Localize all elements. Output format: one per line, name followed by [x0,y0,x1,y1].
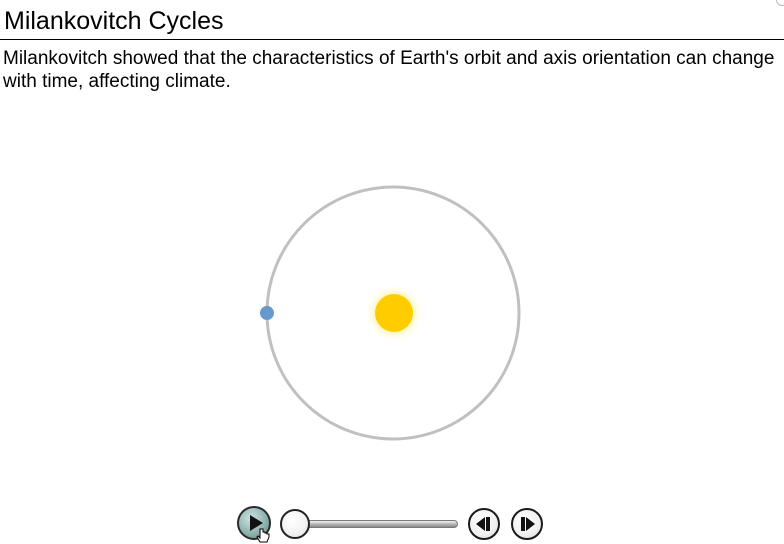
step-back-icon [476,517,490,531]
description-text: Milankovitch showed that the characteris… [3,48,775,92]
earth [260,306,274,320]
page-title: Milankovitch Cycles [4,7,224,35]
progress-slider-thumb[interactable] [280,509,310,539]
hand-cursor-icon [256,528,270,543]
step-forward-icon [521,517,535,531]
progress-slider-track[interactable] [290,520,458,528]
step-forward-button[interactable] [511,508,543,540]
step-back-button[interactable] [468,508,500,540]
corner-handle [776,0,784,6]
play-icon [250,515,263,531]
playback-controls [0,503,784,544]
orbit-diagram [260,185,521,441]
sun [375,294,413,332]
title-divider [0,39,784,40]
